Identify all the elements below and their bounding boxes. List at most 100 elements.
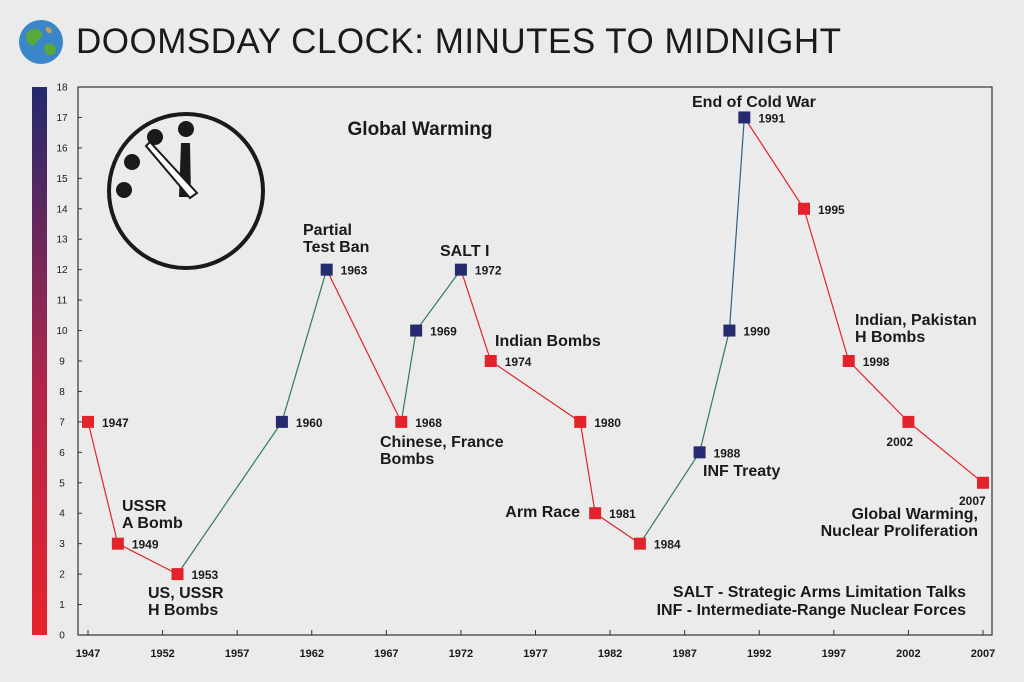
event-note-line: USSR — [122, 498, 167, 515]
event-note-1991: End of Cold War — [692, 94, 816, 111]
year-label-1953: 1953 — [192, 568, 219, 582]
event-note-2007: Global Warming, Nuclear Proliferation — [821, 506, 978, 540]
x-tick-label: 2002 — [896, 648, 920, 660]
event-note-line: Indian, Pakistan — [855, 312, 977, 329]
event-note-1968: Chinese, France Bombs — [380, 434, 504, 468]
year-label-2007: 2007 — [959, 494, 986, 508]
x-tick-label: 1947 — [76, 648, 100, 660]
series-segment — [490, 360, 581, 423]
event-note-line: Nuclear Proliferation — [821, 523, 978, 540]
color-scale-bar — [32, 87, 47, 635]
event-note-1972: SALT I — [440, 243, 489, 260]
year-label-1949: 1949 — [132, 538, 159, 552]
event-note-line: Test Ban — [303, 239, 369, 256]
y-tick-label: 6 — [59, 448, 65, 459]
y-tick-label: 9 — [59, 357, 65, 368]
data-point-1969 — [410, 324, 423, 337]
series-segment — [117, 543, 178, 575]
data-point-1960 — [275, 415, 288, 428]
series-segment — [579, 421, 596, 514]
year-label-1974: 1974 — [505, 355, 532, 369]
y-tick-label: 0 — [59, 631, 65, 642]
x-tick-label: 1997 — [822, 648, 846, 660]
chart-title: Global Warming — [348, 119, 493, 140]
data-point-1974 — [484, 355, 497, 367]
year-label-1988: 1988 — [714, 446, 741, 460]
header: DOOMSDAY CLOCK: MINUTES TO MIDNIGHT — [18, 16, 842, 68]
x-tick-label: 1982 — [598, 648, 622, 660]
y-tick-label: 3 — [59, 539, 65, 550]
year-label-1981: 1981 — [609, 507, 636, 521]
event-note-line: End of Cold War — [692, 94, 816, 111]
data-point-1998 — [842, 355, 855, 367]
series-segment — [415, 269, 462, 331]
data-point-1991 — [738, 111, 751, 124]
event-note-1949: USSR A Bomb — [122, 498, 183, 532]
page-title: DOOMSDAY CLOCK: MINUTES TO MIDNIGHT — [76, 22, 842, 61]
data-point-1949 — [111, 537, 124, 550]
legend-note-inf: INF - Intermediate-Range Nuclear Forces — [657, 602, 967, 619]
y-tick-label: 8 — [59, 387, 65, 398]
x-tick-label: 1987 — [672, 648, 696, 660]
y-tick-label: 12 — [56, 265, 68, 276]
year-label-1972: 1972 — [475, 264, 502, 278]
data-point-1980 — [574, 415, 587, 428]
series-segment — [594, 512, 641, 545]
y-tick-label: 1 — [59, 600, 65, 611]
data-point-1995 — [798, 202, 810, 215]
y-tick-label: 14 — [56, 204, 68, 215]
series-segment — [281, 269, 328, 423]
y-tick-label: 15 — [56, 174, 68, 185]
year-label-1991: 1991 — [758, 111, 785, 125]
event-note-1963: Partial Test Ban — [303, 222, 369, 256]
event-note-line: H Bombs — [148, 602, 218, 619]
year-label-1990: 1990 — [743, 325, 770, 339]
year-label-1980: 1980 — [594, 416, 621, 430]
x-tick-label: 1977 — [523, 648, 547, 660]
data-point-1963 — [320, 263, 333, 276]
data-point-1981 — [589, 507, 602, 520]
plot-frame — [77, 86, 993, 636]
year-label-1968: 1968 — [415, 416, 442, 430]
data-point-2007 — [977, 476, 989, 489]
y-tick-label: 17 — [56, 113, 68, 124]
series-segment — [639, 452, 701, 544]
data-point-1947 — [82, 415, 94, 428]
x-tick-label: 1962 — [300, 648, 324, 660]
event-note-1953: US, USSR H Bombs — [148, 585, 224, 619]
event-note-line: Indian Bombs — [495, 333, 601, 350]
series-segment — [699, 330, 730, 453]
event-note-line: INF Treaty — [703, 463, 780, 480]
data-point-1990 — [723, 324, 736, 337]
x-tick-label: 1992 — [747, 648, 771, 660]
series-segment — [908, 421, 984, 484]
year-label-1960: 1960 — [296, 416, 323, 430]
series-segment — [400, 330, 417, 422]
data-point-1972 — [454, 263, 467, 276]
event-note-1974: Indian Bombs — [495, 333, 601, 350]
data-point-1988 — [693, 446, 706, 459]
data-point-1968 — [395, 415, 408, 428]
y-tick-label: 4 — [59, 509, 65, 520]
event-note-1988: INF Treaty — [703, 463, 780, 480]
globe-icon — [19, 20, 63, 64]
series-segment — [743, 117, 805, 210]
year-label-1963: 1963 — [341, 264, 368, 278]
year-label-1984: 1984 — [654, 538, 681, 552]
data-point-1984 — [633, 537, 646, 550]
event-note-line: H Bombs — [855, 329, 925, 346]
y-tick-label: 10 — [56, 326, 68, 337]
series-segment — [728, 117, 745, 331]
y-tick-label: 16 — [56, 143, 68, 154]
year-label-1969: 1969 — [430, 325, 457, 339]
event-note-line: SALT I — [440, 243, 489, 260]
year-label-1995: 1995 — [818, 203, 845, 217]
event-note-1998: Indian, Pakistan H Bombs — [855, 312, 977, 346]
y-tick-label: 18 — [56, 83, 68, 94]
event-note-line: Bombs — [380, 451, 434, 468]
y-tick-label: 2 — [59, 570, 65, 581]
legend-note-salt: SALT - Strategic Arms Limitation Talks — [673, 584, 966, 601]
series-segment — [848, 360, 909, 423]
y-tick-label: 7 — [59, 417, 65, 428]
